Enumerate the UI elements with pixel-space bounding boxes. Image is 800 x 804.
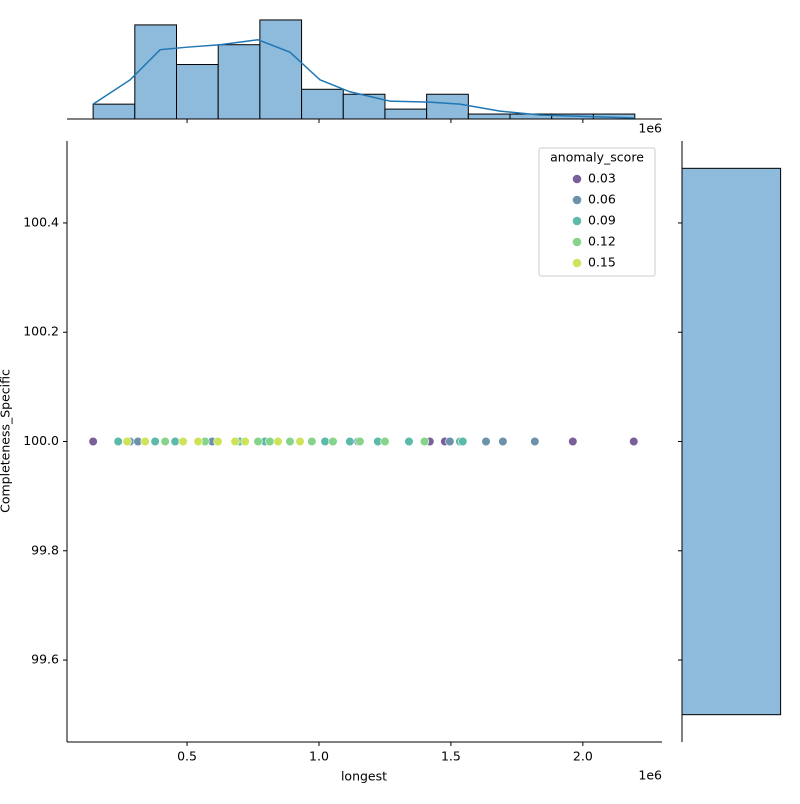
point xyxy=(253,436,263,447)
point xyxy=(170,436,180,447)
point xyxy=(265,436,275,447)
legend-label: 0.15 xyxy=(588,255,616,270)
point xyxy=(150,436,160,447)
histogram-bar xyxy=(426,93,469,120)
y-tick-label: 100.2 xyxy=(23,324,59,339)
histogram-bar xyxy=(176,64,219,120)
point xyxy=(629,436,639,447)
x-offset: 1e6 xyxy=(638,121,662,136)
point xyxy=(307,436,317,447)
histogram-bar xyxy=(134,24,178,120)
point xyxy=(404,436,414,447)
point xyxy=(355,436,365,447)
histogram-bar xyxy=(384,108,428,120)
point xyxy=(178,436,188,447)
point xyxy=(328,436,338,447)
point xyxy=(213,436,223,447)
histogram-bar xyxy=(301,88,344,120)
legend-label: 0.12 xyxy=(588,234,616,249)
point xyxy=(419,436,430,447)
x-tick-label: 2.0 xyxy=(573,749,593,764)
y-tick-label: 99.6 xyxy=(31,652,59,667)
point xyxy=(568,436,578,447)
point xyxy=(273,436,283,447)
point xyxy=(160,436,170,447)
point xyxy=(88,436,98,447)
legend-title: anomaly_score xyxy=(550,150,644,165)
point xyxy=(295,436,305,447)
point xyxy=(140,436,150,447)
y-axis-label: Completeness_Specific xyxy=(0,369,13,513)
x-axis-label: longest xyxy=(341,769,387,784)
x-offset: 1e6 xyxy=(638,768,662,783)
point xyxy=(481,436,491,447)
point xyxy=(380,436,390,447)
histogram-bar xyxy=(467,113,511,120)
histogram-bar xyxy=(217,44,261,120)
histogram-bar xyxy=(259,19,303,120)
point xyxy=(285,436,295,447)
point xyxy=(230,436,240,447)
y-tick-label: 100.0 xyxy=(23,433,59,448)
legend-box xyxy=(538,147,656,277)
histogram-bar xyxy=(92,103,136,120)
point xyxy=(193,436,203,447)
point xyxy=(445,436,455,447)
point xyxy=(320,436,330,447)
y-tick-label: 100.4 xyxy=(23,214,59,229)
legend-marker xyxy=(572,258,582,268)
point xyxy=(498,436,508,447)
x-tick-label: 1.0 xyxy=(309,749,329,764)
point xyxy=(345,436,355,447)
x-tick-label: 1.5 xyxy=(441,749,461,764)
point xyxy=(240,436,250,447)
legend-marker xyxy=(572,216,582,226)
legend-label: 0.03 xyxy=(588,171,616,186)
point xyxy=(530,436,540,447)
legend-label: 0.09 xyxy=(588,213,616,228)
histogram-bar xyxy=(681,167,782,716)
legend-marker xyxy=(572,195,582,205)
legend-marker xyxy=(572,174,582,184)
point xyxy=(122,436,132,447)
point xyxy=(458,436,468,447)
legend-label: 0.06 xyxy=(588,192,616,207)
kde-line xyxy=(92,38,635,119)
point xyxy=(113,436,123,447)
legend-marker xyxy=(572,237,582,247)
y-tick-label: 99.8 xyxy=(31,542,59,557)
x-tick-label: 0.5 xyxy=(177,749,197,764)
